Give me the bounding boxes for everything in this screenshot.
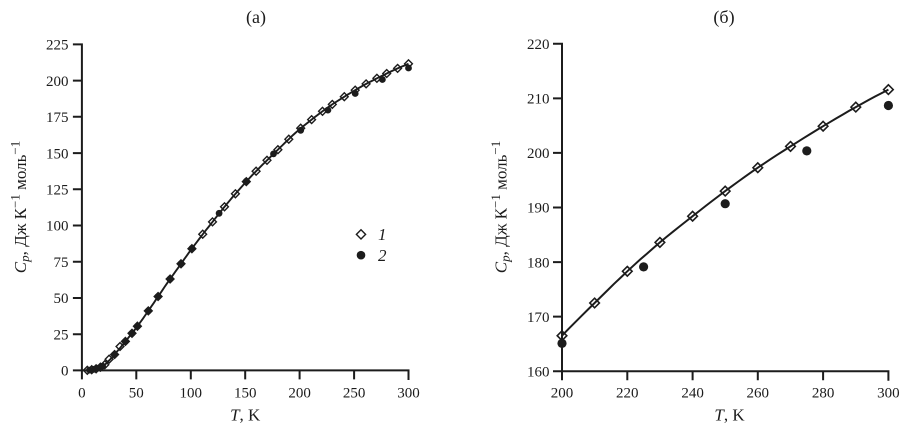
svg-text:180: 180: [527, 255, 550, 271]
svg-text:150: 150: [234, 386, 257, 402]
svg-text:220: 220: [616, 386, 639, 402]
svg-text:(a): (a): [246, 7, 266, 28]
svg-text:200: 200: [46, 74, 69, 90]
svg-text:1: 1: [378, 225, 387, 244]
svg-text:280: 280: [812, 386, 835, 402]
svg-text:260: 260: [747, 386, 770, 402]
svg-text:25: 25: [54, 327, 69, 343]
svg-text:175: 175: [46, 110, 69, 126]
svg-text:160: 160: [527, 364, 550, 380]
svg-text:200: 200: [551, 386, 574, 402]
svg-text:210: 210: [527, 92, 550, 108]
svg-text:2: 2: [378, 246, 387, 265]
svg-text:200: 200: [527, 146, 550, 162]
svg-text:220: 220: [527, 37, 550, 53]
svg-text:150: 150: [46, 146, 69, 162]
svg-text:Cp, Дж К−1 моль−1: Cp, Дж К−1 моль−1: [488, 141, 513, 274]
svg-text:200: 200: [288, 386, 311, 402]
svg-text:50: 50: [129, 386, 144, 402]
svg-text:100: 100: [180, 386, 203, 402]
svg-text:Cp, Дж К−1 моль−1: Cp, Дж К−1 моль−1: [8, 141, 33, 274]
svg-text:250: 250: [343, 386, 366, 402]
svg-text:300: 300: [397, 386, 420, 402]
svg-text:75: 75: [54, 255, 69, 271]
svg-text:170: 170: [527, 310, 550, 326]
svg-text:0: 0: [61, 364, 69, 380]
svg-text:300: 300: [877, 386, 900, 402]
svg-text:100: 100: [46, 219, 69, 235]
svg-text:0: 0: [78, 386, 86, 402]
svg-text:T, K: T, K: [230, 406, 261, 425]
svg-text:50: 50: [54, 291, 69, 307]
svg-text:T, K: T, K: [714, 406, 745, 425]
svg-text:(б): (б): [713, 7, 734, 28]
svg-text:125: 125: [46, 183, 69, 199]
svg-text:225: 225: [46, 38, 69, 54]
svg-text:190: 190: [527, 201, 550, 217]
svg-text:240: 240: [681, 386, 704, 402]
